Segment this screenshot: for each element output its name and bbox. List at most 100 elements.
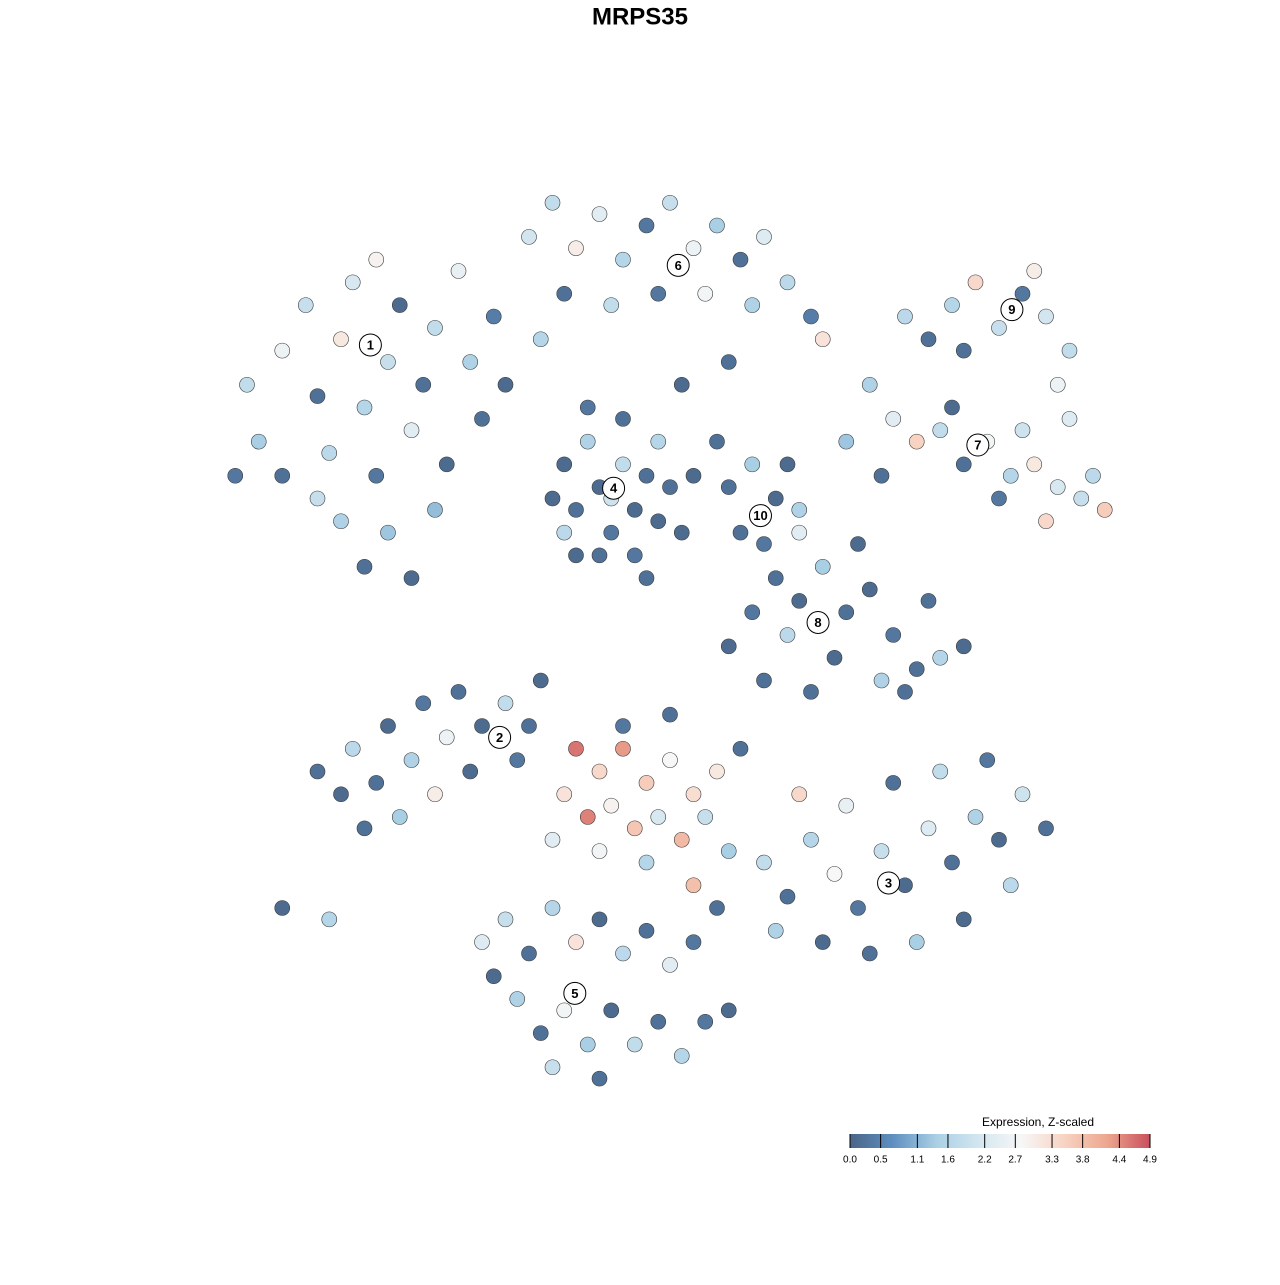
point [779, 627, 796, 643]
point [615, 945, 631, 962]
point [685, 240, 702, 257]
point [427, 320, 443, 336]
point [485, 968, 502, 985]
point [1026, 263, 1043, 279]
point [732, 740, 749, 757]
point [791, 786, 808, 803]
point [380, 354, 396, 370]
point [368, 467, 385, 484]
point [321, 911, 338, 928]
cluster-badge [966, 433, 990, 457]
point [767, 570, 784, 586]
point [579, 433, 596, 450]
point [720, 843, 737, 859]
point [626, 1036, 643, 1053]
cluster-label: 7 [974, 437, 981, 452]
cluster-badge [1000, 298, 1024, 322]
chart-title: MRPS35 [592, 3, 688, 30]
cluster-label: 4 [610, 481, 618, 496]
point [991, 831, 1007, 848]
point [873, 843, 890, 859]
point [779, 274, 796, 291]
cluster-labels: 1 2 3 4 5 6 7 8 9 10 [358, 253, 1024, 1005]
point [756, 229, 772, 245]
point [1085, 467, 1101, 484]
point [920, 820, 937, 837]
point [333, 786, 349, 803]
point [803, 308, 819, 325]
point [1038, 308, 1054, 325]
point [544, 490, 561, 507]
cluster-badge [358, 333, 382, 357]
point [427, 502, 443, 518]
point [673, 831, 690, 848]
point [438, 729, 455, 746]
point [497, 695, 514, 712]
point [274, 900, 291, 916]
colorbar-tick-label: 1.6 [941, 1155, 955, 1166]
cluster-badge [748, 504, 772, 528]
point [497, 376, 514, 393]
point [1038, 820, 1054, 837]
cluster-badge [488, 725, 512, 749]
point [650, 513, 667, 530]
point [650, 809, 667, 825]
point [1014, 786, 1031, 803]
point [908, 661, 925, 677]
point [462, 763, 479, 780]
point [897, 684, 913, 700]
point [756, 854, 772, 871]
cluster-badge [602, 476, 626, 500]
point [544, 831, 561, 848]
point [697, 285, 714, 302]
point [591, 206, 608, 222]
colorbar-tick-label: 3.8 [1076, 1155, 1090, 1166]
point [356, 558, 373, 575]
point [967, 809, 984, 825]
point [662, 706, 678, 723]
point [579, 809, 596, 825]
point [626, 820, 643, 837]
point [791, 524, 808, 541]
point [239, 376, 255, 393]
point [591, 1070, 608, 1087]
point [474, 934, 490, 950]
point [850, 900, 866, 916]
point [615, 251, 631, 268]
point [638, 467, 655, 484]
point [391, 297, 408, 313]
point [991, 320, 1007, 336]
point [791, 502, 808, 518]
cluster-badge [806, 610, 830, 634]
point [356, 399, 373, 416]
point [1002, 877, 1019, 894]
point [720, 638, 737, 655]
point [885, 627, 902, 643]
point [955, 911, 972, 928]
point [344, 274, 361, 291]
point [991, 490, 1007, 507]
point [744, 456, 761, 473]
point [356, 820, 373, 837]
point [685, 934, 702, 950]
point [568, 934, 584, 950]
point [638, 217, 655, 234]
point [309, 763, 326, 780]
colorbar-tick-label: 4.9 [1143, 1155, 1157, 1166]
point [485, 308, 502, 325]
point [709, 763, 725, 780]
cluster-label: 6 [675, 258, 682, 273]
point [838, 433, 855, 450]
point [403, 752, 420, 768]
point [450, 263, 467, 279]
cluster-label: 8 [814, 615, 821, 630]
point [591, 843, 608, 859]
point [1038, 513, 1054, 530]
point [380, 718, 396, 734]
point [568, 502, 584, 518]
colorbar-tick-label: 4.4 [1112, 1155, 1126, 1166]
point [897, 308, 913, 325]
point [767, 922, 784, 939]
point [955, 342, 972, 359]
point [861, 376, 878, 393]
